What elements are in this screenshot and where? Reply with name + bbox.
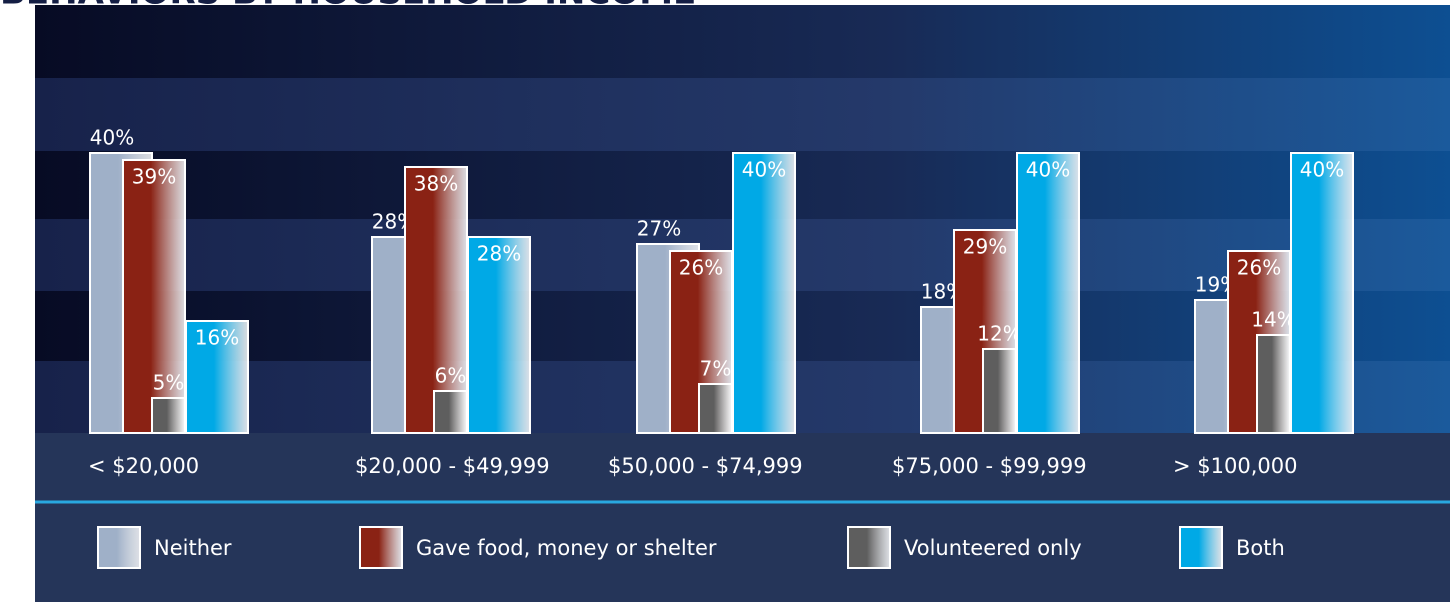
legend-label: Both	[1236, 536, 1285, 560]
data-label: 39%	[132, 165, 176, 189]
x-tick-label: $50,000 - $74,999	[608, 454, 803, 478]
data-label: 40%	[90, 126, 134, 150]
data-label: 12%	[977, 322, 1021, 346]
x-tick-label: > $100,000	[1173, 454, 1297, 478]
x-tick-label: < $20,000	[88, 454, 199, 478]
data-label: 14%	[1251, 308, 1295, 332]
data-label: 26%	[1237, 256, 1281, 280]
chart-title: BEHAVIORS BY HOUSEHOLD INCOME	[0, 0, 696, 13]
bar	[467, 236, 531, 434]
bar	[1016, 152, 1080, 434]
legend-swatch	[847, 526, 891, 569]
bar	[151, 397, 186, 434]
data-label: 27%	[637, 217, 681, 241]
bar	[698, 383, 733, 434]
data-label: 6%	[435, 364, 467, 388]
x-tick-label: $75,000 - $99,999	[892, 454, 1087, 478]
stripe	[35, 78, 1450, 151]
x-tick-label: $20,000 - $49,999	[355, 454, 550, 478]
bar	[1290, 152, 1354, 434]
bar	[404, 166, 468, 434]
legend-label: Gave food, money or shelter	[416, 536, 717, 560]
data-label: 5%	[153, 371, 185, 395]
data-label: 40%	[1300, 158, 1344, 182]
legend-swatch	[359, 526, 403, 569]
legend-label: Neither	[154, 536, 232, 560]
bar	[1256, 334, 1291, 434]
data-label: 28%	[477, 242, 521, 266]
data-label: 7%	[700, 357, 732, 381]
legend-swatch	[97, 526, 141, 569]
bar	[982, 348, 1017, 434]
bar	[185, 320, 249, 434]
data-label: 29%	[963, 235, 1007, 259]
stripe	[35, 5, 1450, 78]
bar	[732, 152, 796, 434]
data-label: 26%	[679, 256, 723, 280]
legend-swatch	[1179, 526, 1223, 569]
data-label: 40%	[1026, 158, 1070, 182]
bar	[433, 390, 468, 434]
data-label: 40%	[742, 158, 786, 182]
data-label: 16%	[195, 326, 239, 350]
legend-label: Volunteered only	[904, 536, 1082, 560]
data-label: 38%	[414, 172, 458, 196]
